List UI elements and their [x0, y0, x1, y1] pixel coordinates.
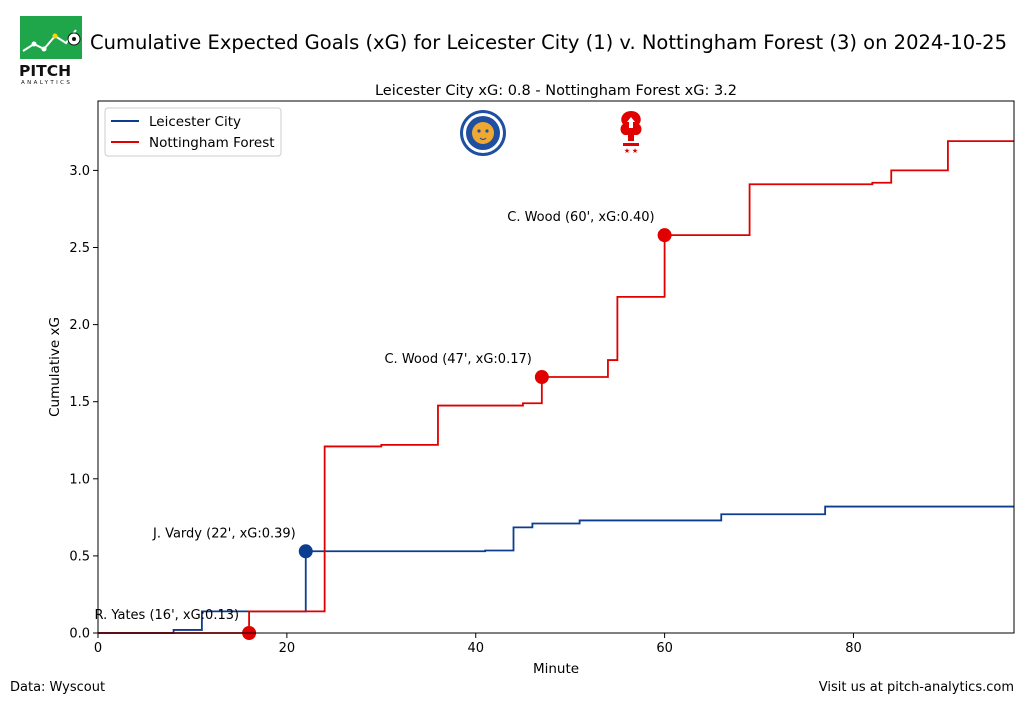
x-axis-label: Minute	[533, 661, 579, 677]
goal-annotation: J. Vardy (22', xG:0.39)	[152, 526, 296, 541]
goal-annotation: C. Wood (47', xG:0.17)	[384, 352, 531, 367]
y-tick-label: 2.5	[69, 241, 90, 256]
nottingham-forest-crest-icon: ★ ★	[620, 111, 642, 155]
chart-title: Leicester City xG: 0.8 - Nottingham Fore…	[375, 83, 737, 99]
goal-annotation: R. Yates (16', xG:0.13)	[95, 608, 240, 623]
plot-area	[98, 101, 1014, 633]
y-axis-label: Cumulative xG	[47, 317, 63, 417]
legend: Leicester City Nottingham Forest	[104, 107, 282, 157]
leicester-city-crest-icon	[460, 110, 506, 156]
x-tick-label: 80	[845, 641, 862, 656]
series-line-1	[98, 140, 1014, 634]
legend-box	[104, 107, 282, 157]
y-tick-label: 3.0	[69, 164, 90, 179]
goal-marker	[534, 370, 549, 385]
y-tick-label: 1.5	[69, 395, 90, 410]
pitch-analytics-logo: PITCH ANALYTICS	[19, 16, 82, 86]
svg-text:★: ★	[624, 147, 630, 155]
svg-text:ANALYTICS: ANALYTICS	[21, 80, 72, 86]
data-source: Data: Wyscout	[10, 680, 106, 695]
page-title: Cumulative Expected Goals (xG) for Leice…	[90, 31, 1007, 54]
series-layer	[98, 140, 1014, 634]
y-axis: 0.0 0.5 1.0 1.5 2.0 2.5 3.0	[69, 164, 98, 642]
svg-text:★: ★	[632, 147, 638, 155]
y-tick-label: 1.0	[69, 472, 90, 487]
goal-annotation: C. Wood (60', xG:0.40)	[507, 210, 654, 225]
svg-text:PITCH: PITCH	[19, 62, 71, 80]
y-tick-label: 0.0	[69, 627, 90, 642]
legend-label-leicester: Leicester City	[149, 114, 241, 130]
plot-frame	[97, 100, 1015, 634]
legend-label-forest: Nottingham Forest	[149, 135, 275, 151]
goal-marker	[657, 228, 672, 243]
y-tick-label: 2.0	[69, 318, 90, 333]
x-tick-label: 40	[467, 641, 484, 656]
x-tick-label: 20	[279, 641, 296, 656]
x-tick-label: 0	[94, 641, 102, 656]
goal-marker	[298, 544, 313, 559]
website-link[interactable]: Visit us at pitch-analytics.com	[818, 680, 1014, 695]
x-axis: 0 20 40 60 80	[94, 633, 862, 656]
y-tick-label: 0.5	[69, 549, 90, 564]
x-tick-label: 60	[656, 641, 673, 656]
series-line-0	[98, 505, 1014, 634]
